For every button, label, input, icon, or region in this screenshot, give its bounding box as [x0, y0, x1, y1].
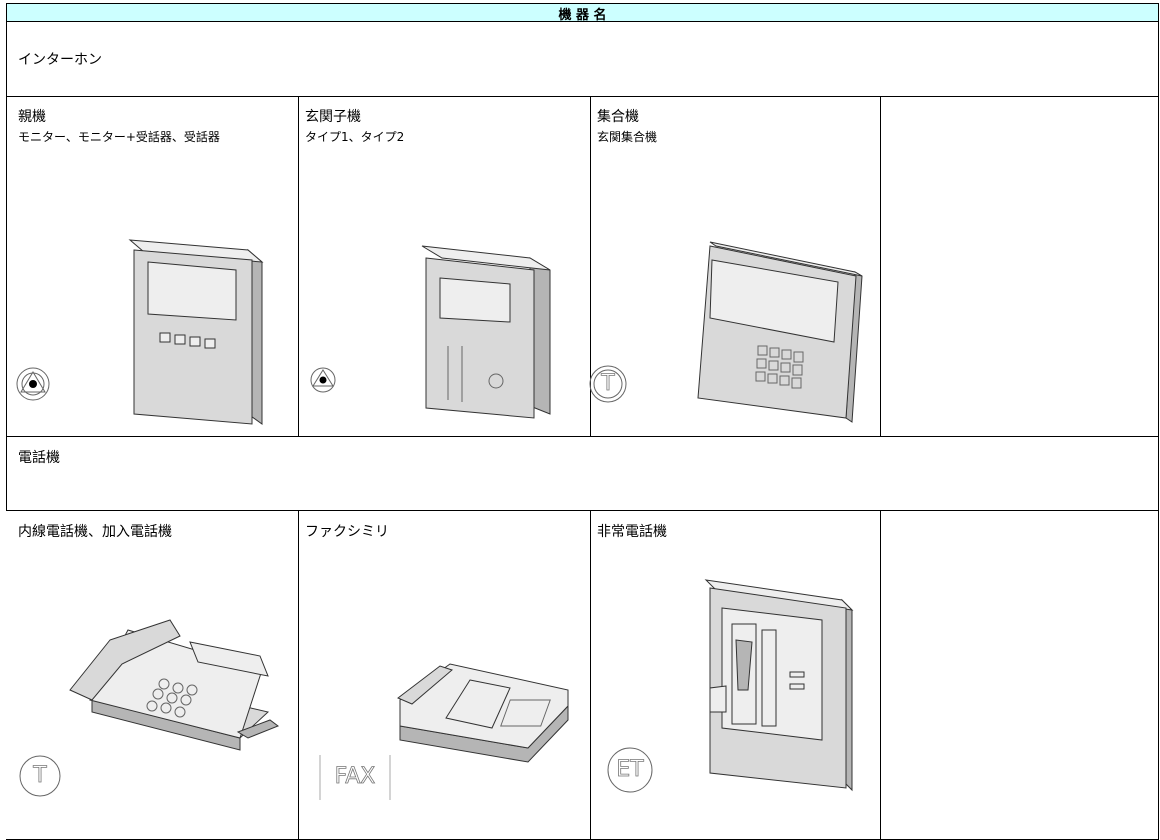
symbol-text: T [32, 763, 47, 788]
symbol-text: FAX [335, 764, 376, 789]
symbol-text: ET [616, 757, 644, 782]
cell-subtitle: モニター、モニター+受話器、受話器 [18, 130, 220, 144]
illustration [607, 579, 854, 793]
cell-subtitle: タイプ1、タイプ2 [305, 130, 405, 144]
cell-title: 玄関子機 [305, 109, 361, 125]
symbol-text: T [600, 371, 615, 396]
illustration [319, 663, 569, 800]
illustration [589, 241, 863, 423]
section-title: インターホン [18, 52, 102, 68]
cell-title: 親機 [18, 109, 46, 125]
header-title: 機 器 名 [558, 8, 607, 23]
illustration [19, 619, 280, 797]
cell-title: 集合機 [597, 109, 639, 125]
illustration [16, 239, 264, 425]
cell-title: 非常電話機 [597, 524, 667, 540]
illustration [310, 245, 551, 419]
cell-subtitle: 玄関集合機 [597, 130, 658, 144]
cell-title: ファクシミリ [305, 524, 389, 540]
cell-title: 内線電話機、加入電話機 [18, 524, 172, 540]
section-title: 電話機 [18, 450, 60, 466]
